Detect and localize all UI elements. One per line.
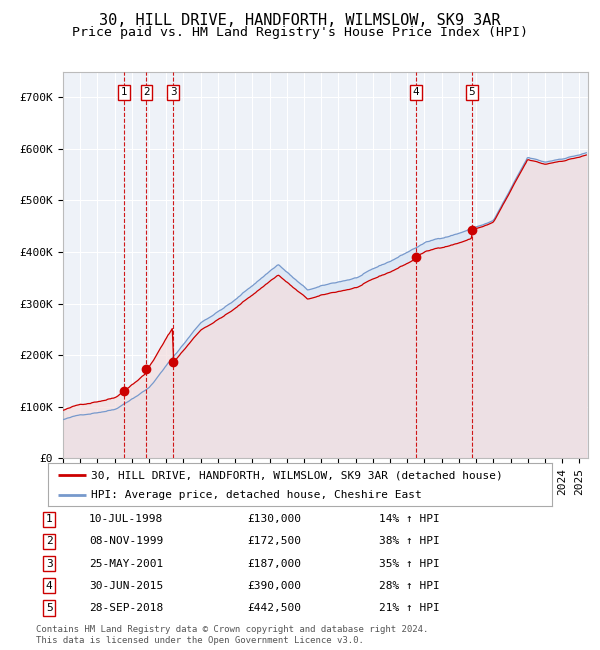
Text: 21% ↑ HPI: 21% ↑ HPI [379, 603, 440, 613]
Text: 30-JUN-2015: 30-JUN-2015 [89, 580, 163, 591]
Text: £390,000: £390,000 [247, 580, 301, 591]
Text: 14% ↑ HPI: 14% ↑ HPI [379, 514, 440, 525]
Text: 4: 4 [413, 87, 419, 97]
Text: £187,000: £187,000 [247, 558, 301, 569]
Text: Contains HM Land Registry data © Crown copyright and database right 2024.
This d: Contains HM Land Registry data © Crown c… [36, 625, 428, 645]
Text: Price paid vs. HM Land Registry's House Price Index (HPI): Price paid vs. HM Land Registry's House … [72, 26, 528, 39]
Text: 3: 3 [46, 558, 53, 569]
Text: £172,500: £172,500 [247, 536, 301, 547]
Text: 5: 5 [469, 87, 475, 97]
Text: 2: 2 [143, 87, 150, 97]
Text: 28% ↑ HPI: 28% ↑ HPI [379, 580, 440, 591]
Text: £130,000: £130,000 [247, 514, 301, 525]
Text: 30, HILL DRIVE, HANDFORTH, WILMSLOW, SK9 3AR: 30, HILL DRIVE, HANDFORTH, WILMSLOW, SK9… [99, 13, 501, 28]
Text: 25-MAY-2001: 25-MAY-2001 [89, 558, 163, 569]
Text: 10-JUL-1998: 10-JUL-1998 [89, 514, 163, 525]
Text: 28-SEP-2018: 28-SEP-2018 [89, 603, 163, 613]
Text: 30, HILL DRIVE, HANDFORTH, WILMSLOW, SK9 3AR (detached house): 30, HILL DRIVE, HANDFORTH, WILMSLOW, SK9… [91, 471, 503, 480]
Text: 35% ↑ HPI: 35% ↑ HPI [379, 558, 440, 569]
Text: 3: 3 [170, 87, 176, 97]
Text: 08-NOV-1999: 08-NOV-1999 [89, 536, 163, 547]
Text: £442,500: £442,500 [247, 603, 301, 613]
Text: HPI: Average price, detached house, Cheshire East: HPI: Average price, detached house, Ches… [91, 490, 422, 500]
Text: 38% ↑ HPI: 38% ↑ HPI [379, 536, 440, 547]
Text: 4: 4 [46, 580, 53, 591]
Text: 1: 1 [46, 514, 53, 525]
Text: 1: 1 [121, 87, 127, 97]
Text: 2: 2 [46, 536, 53, 547]
Text: 5: 5 [46, 603, 53, 613]
